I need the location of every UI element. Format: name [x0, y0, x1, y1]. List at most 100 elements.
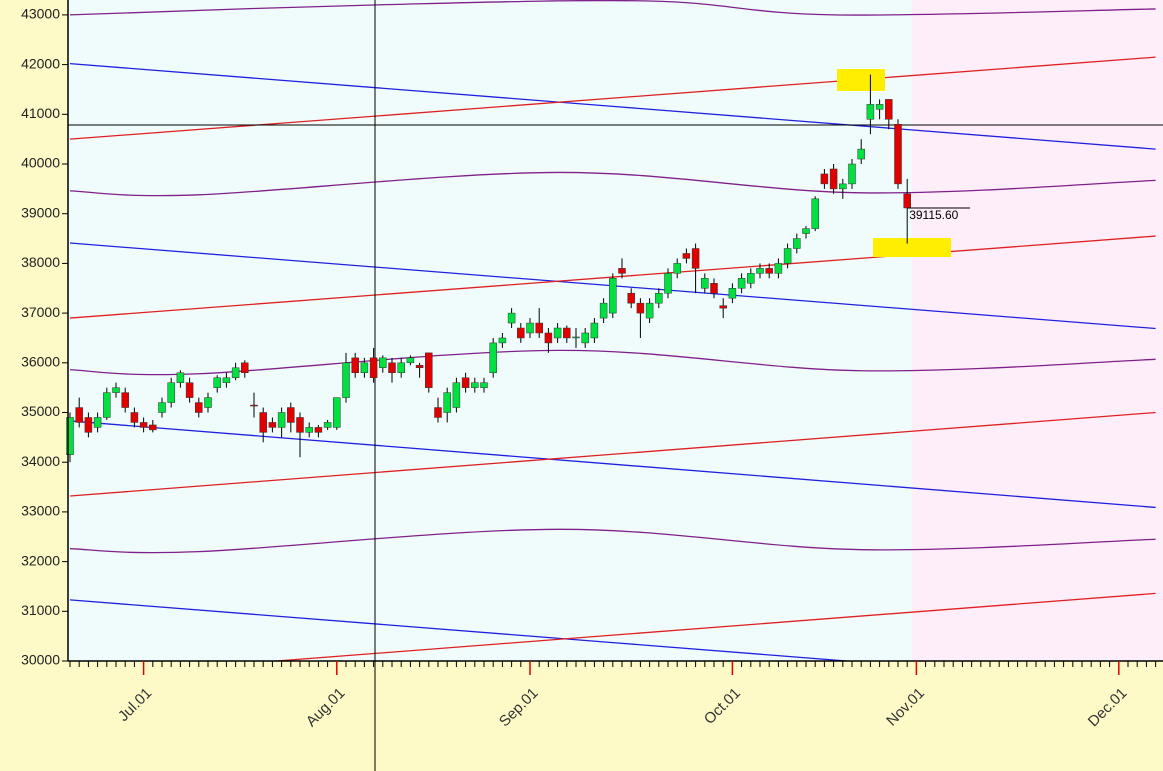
- candle-body: [434, 407, 442, 418]
- candle-body: [130, 412, 139, 423]
- candle-body: [452, 382, 461, 408]
- y-tick-label: 43000: [21, 6, 60, 22]
- overlay-line: [69, 528, 1156, 554]
- candle-body: [103, 392, 111, 418]
- candle-body: [323, 422, 332, 428]
- candle-body: [388, 362, 396, 373]
- highlight: [873, 238, 951, 257]
- y-tick-label: 41000: [21, 105, 60, 121]
- candle-body: [719, 305, 727, 309]
- overlay-line: [69, 599, 855, 661]
- candle-body: [185, 382, 194, 398]
- y-tick-label: 42000: [21, 55, 60, 71]
- candle-body: [231, 367, 240, 378]
- candle-body: [553, 327, 562, 339]
- candle-body: [121, 392, 129, 408]
- y-tick-label: 38000: [21, 254, 60, 270]
- candle-body: [112, 387, 120, 393]
- candle-body: [406, 357, 415, 364]
- y-tick-label: 35000: [21, 403, 60, 419]
- candle-body: [480, 382, 488, 388]
- candle-body: [333, 397, 341, 428]
- candle-body: [737, 278, 746, 289]
- candle-body: [360, 362, 369, 373]
- candle-body: [241, 362, 249, 373]
- candle-body: [829, 168, 838, 190]
- candle-body: [489, 342, 497, 373]
- y-tick-label: 32000: [21, 552, 60, 568]
- highlight: [837, 69, 885, 91]
- candle-body: [158, 402, 166, 413]
- y-tick-label: 31000: [21, 602, 60, 618]
- candle-body: [857, 148, 865, 160]
- candle-body: [581, 332, 589, 344]
- candle-body: [765, 268, 773, 274]
- candle-body: [277, 412, 286, 428]
- candle-body: [213, 377, 221, 388]
- candle-body: [507, 312, 516, 324]
- candle-body: [894, 123, 902, 185]
- candle-body: [369, 357, 378, 378]
- candle-body: [866, 104, 875, 120]
- candle-body: [618, 268, 626, 274]
- candle-body: [572, 336, 580, 339]
- candle-body: [756, 268, 764, 274]
- y-tick-label: 30000: [21, 652, 60, 668]
- candle-body: [710, 283, 718, 294]
- overlay-line: [268, 592, 1156, 661]
- candle-body: [66, 417, 74, 455]
- candle-body: [563, 327, 571, 339]
- candle-body: [839, 183, 847, 190]
- overlay-line: [69, 62, 1156, 150]
- candle-body: [287, 407, 295, 423]
- candle-body: [636, 302, 645, 314]
- candle-body: [75, 407, 83, 423]
- candle-body: [195, 402, 203, 413]
- overlay-line: [69, 349, 1156, 376]
- candle-body: [691, 248, 700, 269]
- candle-body: [627, 292, 635, 304]
- candle-body: [167, 382, 175, 403]
- candle-body: [305, 427, 313, 433]
- overlay-line: [69, 411, 1156, 497]
- candle-body: [149, 424, 157, 431]
- candle-body: [443, 392, 451, 413]
- overlay-line: [69, 171, 1156, 197]
- candle-body: [664, 273, 672, 294]
- future-area: [911, 0, 1163, 661]
- y-tick-label: 36000: [21, 354, 60, 370]
- candle-body: [645, 302, 654, 319]
- candle-body: [222, 377, 231, 383]
- candle-body: [498, 337, 507, 344]
- candle-body: [682, 253, 691, 259]
- candle-body: [885, 99, 893, 120]
- candle-body: [259, 412, 267, 433]
- candle-body: [415, 365, 424, 369]
- y-tick-label: 39000: [21, 204, 60, 220]
- overlay-line: [69, 420, 1156, 509]
- candle-body: [820, 173, 829, 185]
- candle-body: [747, 273, 755, 284]
- candle-body: [84, 417, 93, 433]
- overlay-lines: [69, 0, 1156, 661]
- candle-body: [517, 327, 525, 339]
- candle-body: [397, 362, 405, 373]
- overlay-line: [69, 56, 1156, 140]
- candle-body: [351, 357, 359, 373]
- candle-body: [802, 228, 810, 234]
- candles: 39115.60: [66, 74, 970, 463]
- candle-body: [783, 248, 792, 264]
- candle-body: [728, 288, 737, 299]
- candle-body: [526, 322, 534, 334]
- candle-body: [774, 263, 783, 274]
- candle-body: [535, 322, 543, 334]
- y-tick-label: 37000: [21, 304, 60, 320]
- y-tick-label: 34000: [21, 453, 60, 469]
- candle-body: [250, 404, 258, 407]
- candle-body: [673, 263, 681, 274]
- last-price-label: 39115.60: [909, 208, 958, 222]
- candle-body: [599, 302, 608, 319]
- candle-body: [471, 382, 479, 388]
- candle-body: [875, 104, 884, 110]
